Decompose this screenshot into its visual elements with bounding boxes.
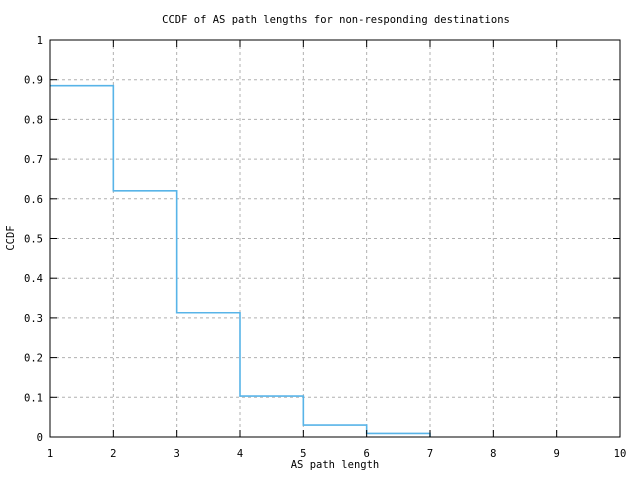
y-tick-label: 0.7 [24,154,43,166]
y-tick-label: 0.6 [24,194,43,206]
x-tick-label: 3 [174,448,180,460]
y-tick-label: 0.1 [24,392,43,404]
x-tick-label: 8 [490,448,496,460]
x-tick-label: 5 [300,448,306,460]
x-tick-label: 10 [614,448,627,460]
y-tick-label: 0.4 [24,273,43,285]
y-tick-label: 0.3 [24,313,43,325]
x-tick-label: 4 [237,448,243,460]
y-axis-label: CCDF [5,225,17,250]
y-tick-label: 0.2 [24,353,43,365]
axis-layer: 1 2 3 4 5 6 7 8 9 10 0 0.1 0.2 0.3 0.4 0.5 0.6 0.7 0.8 0.9 1 [24,35,626,460]
y-tick-label: 1 [37,35,43,47]
y-tick-label: 0 [37,432,43,444]
chart-title: CCDF of AS path lengths for non-respondi… [162,14,510,26]
x-axis-label: AS path length [291,459,380,471]
y-tick-label: 0.9 [24,75,43,87]
x-tick-label: 1 [47,448,53,460]
x-tick-label: 2 [110,448,116,460]
x-tick-label: 9 [554,448,560,460]
y-tick-label: 0.5 [24,234,43,246]
y-tick-label: 0.8 [24,114,43,126]
x-tick-label: 6 [364,448,370,460]
x-tick-label: 7 [427,448,433,460]
grid-layer [50,40,620,437]
